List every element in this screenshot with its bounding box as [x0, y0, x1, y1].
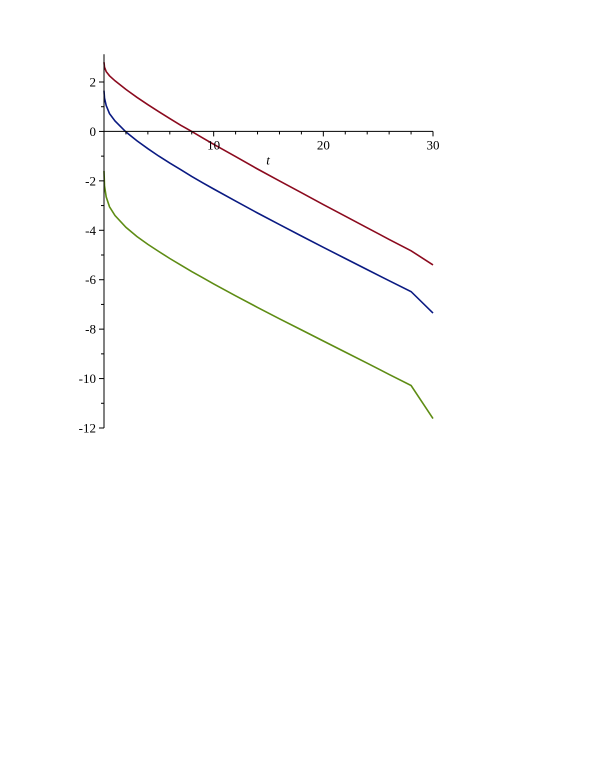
y-tick-label: 2	[90, 75, 97, 90]
series-line-3	[103, 170, 434, 420]
y-tick-label: -12	[79, 421, 96, 436]
y-tick-label: -10	[79, 371, 96, 386]
y-tick-label: -4	[85, 223, 96, 238]
x-tick-label: 20	[317, 137, 330, 152]
x-tick-label: 10	[207, 137, 220, 152]
y-tick-label: 0	[90, 124, 97, 139]
y-tick-label: -2	[85, 173, 96, 188]
series-line-2	[103, 90, 434, 314]
axes-layer	[103, 54, 433, 428]
x-tick-label: 30	[427, 137, 440, 152]
series-layer	[103, 62, 434, 420]
y-tick-label: -8	[85, 322, 96, 337]
series-line-1	[103, 62, 434, 266]
y-tick-label: -6	[85, 272, 96, 287]
x-axis-title: t	[266, 152, 270, 167]
